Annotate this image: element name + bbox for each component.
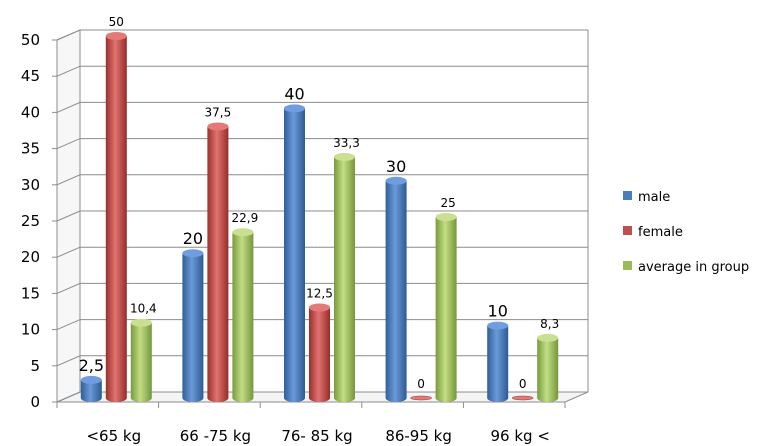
data-label: 0: [519, 377, 527, 391]
bar-top-female-4: [511, 395, 534, 401]
bar-top-female-3: [410, 395, 432, 401]
x-tick-label: 76- 85 kg: [281, 427, 352, 445]
data-label: 12,5: [306, 287, 333, 301]
legend: male female average in group: [623, 190, 749, 275]
gridline: [56, 319, 588, 331]
data-label: 50: [109, 15, 124, 29]
data-label: 25: [440, 196, 455, 210]
y-tick-label: 0: [30, 393, 40, 411]
y-tick-label: 10: [21, 321, 40, 339]
gridline: [56, 355, 588, 367]
gridline: [56, 29, 588, 41]
plot-area: 0 5 10 15 20 25 30 35 40 45 50 <65 kg 66 -75 kg 76- 8…: [21, 15, 589, 445]
y-tick-label: 40: [21, 103, 40, 121]
gridline: [56, 65, 588, 77]
bar-top-average-in-group-3: [435, 213, 457, 221]
legend-label: male: [638, 190, 670, 205]
legend-swatch-male: [623, 191, 632, 200]
gridline: [56, 210, 588, 222]
bar-average-in-group-0: [130, 322, 152, 402]
data-label: 22,9: [232, 211, 259, 225]
data-label: 10,4: [130, 302, 157, 316]
gridline: [56, 138, 588, 150]
y-tick-label: 50: [21, 31, 40, 49]
bar-top-female-0: [105, 32, 127, 40]
x-tick-label: 66 -75 kg: [180, 427, 251, 445]
gridline: [56, 101, 588, 113]
y-tick-label: 25: [21, 212, 40, 230]
bar-male-4: [487, 325, 509, 402]
bar-top-male-1: [182, 249, 204, 258]
data-label: 0: [417, 377, 425, 391]
y-tick-label: 30: [21, 176, 40, 194]
gridline: [56, 282, 588, 294]
bar-top-male-4: [487, 321, 509, 330]
bar-top-average-in-group-4: [537, 333, 559, 342]
bar-average-in-group-1: [232, 232, 254, 402]
x-tick-label: 86-95 kg: [385, 427, 452, 445]
gridline: [56, 174, 588, 186]
data-label: 8,3: [540, 317, 559, 331]
y-tick-label: 35: [21, 140, 40, 158]
bar-male-1: [182, 253, 204, 402]
bar-top-average-in-group-1: [232, 228, 254, 237]
gridline: [56, 246, 588, 258]
bar-male-0: [80, 379, 102, 402]
legend-label: average in group: [638, 260, 749, 275]
gridline: [56, 391, 588, 403]
legend-swatch-average-in-group: [623, 261, 632, 270]
bar-average-in-group-2: [334, 156, 355, 402]
bar-average-in-group-4: [537, 337, 559, 402]
y-tick-label: 5: [30, 357, 40, 375]
data-label: 33,3: [333, 136, 360, 150]
bar-top-female-2: [309, 303, 330, 312]
bar-top-female-1: [207, 122, 229, 131]
data-label: 10: [488, 302, 508, 321]
bar-female-2: [309, 307, 330, 402]
y-tick-label: 45: [21, 67, 40, 85]
legend-label: female: [638, 225, 683, 240]
bar-top-male-2: [284, 104, 305, 113]
legend-swatch-female: [623, 226, 632, 235]
y-tick-label: 20: [21, 248, 40, 266]
bar-female-0: [105, 36, 127, 402]
data-label: 30: [386, 157, 406, 176]
bar-top-male-3: [385, 176, 407, 185]
data-label: 2,5: [79, 356, 104, 375]
y-tick-label: 15: [21, 284, 40, 302]
bar-average-in-group-3: [435, 217, 457, 402]
bar-male-3: [385, 180, 407, 402]
bar-top-male-0: [80, 375, 102, 384]
x-tick-label: 96 kg <: [490, 427, 549, 445]
bar-male-2: [284, 108, 305, 403]
bar-female-1: [207, 126, 229, 402]
data-label: 40: [284, 84, 304, 103]
data-label: 37,5: [205, 106, 232, 120]
x-tick-label: <65 kg: [86, 427, 141, 445]
bar-top-average-in-group-0: [130, 318, 152, 327]
bar-top-average-in-group-2: [334, 152, 355, 161]
data-label: 20: [183, 229, 203, 248]
